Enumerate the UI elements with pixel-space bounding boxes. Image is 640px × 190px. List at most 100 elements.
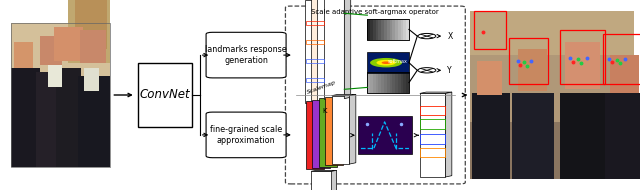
Bar <box>370 72 373 93</box>
Bar <box>403 19 406 40</box>
Bar <box>420 106 445 115</box>
Circle shape <box>381 61 390 64</box>
Bar <box>470 11 634 122</box>
Bar <box>367 72 409 93</box>
Bar <box>398 19 401 40</box>
Bar <box>367 52 409 73</box>
Bar <box>403 72 406 93</box>
Bar <box>367 19 370 40</box>
FancyBboxPatch shape <box>206 32 286 78</box>
Bar <box>84 68 99 91</box>
Bar <box>78 76 110 167</box>
Bar <box>387 72 390 93</box>
Text: softmax: softmax <box>388 59 408 64</box>
Text: landmarks response
generation: landmarks response generation <box>205 45 287 65</box>
Bar <box>565 42 600 89</box>
Bar <box>401 19 403 40</box>
Bar <box>11 23 110 82</box>
Polygon shape <box>332 170 337 190</box>
Circle shape <box>418 68 436 73</box>
Bar <box>36 72 59 167</box>
Polygon shape <box>311 170 337 171</box>
Polygon shape <box>349 94 356 164</box>
Bar <box>381 19 384 40</box>
Bar <box>512 93 554 179</box>
Bar <box>560 30 605 84</box>
Bar <box>392 19 395 40</box>
Bar <box>40 36 62 65</box>
Polygon shape <box>344 0 351 99</box>
Polygon shape <box>325 97 343 165</box>
Bar <box>370 19 373 40</box>
Bar <box>395 72 398 93</box>
Bar <box>560 93 605 179</box>
Polygon shape <box>305 0 325 103</box>
Circle shape <box>370 58 402 67</box>
Text: X: X <box>447 32 452 41</box>
Bar <box>474 11 506 49</box>
Circle shape <box>418 33 436 39</box>
Bar <box>373 19 376 40</box>
Polygon shape <box>311 171 332 190</box>
Bar <box>381 72 384 93</box>
Bar <box>11 23 110 167</box>
Bar <box>11 68 40 167</box>
Bar <box>384 72 387 93</box>
Polygon shape <box>324 0 344 99</box>
Polygon shape <box>312 100 330 168</box>
Text: Y: Y <box>447 66 452 75</box>
Bar <box>306 40 324 44</box>
Text: fine-grained scale
approximation: fine-grained scale approximation <box>210 125 282 145</box>
Polygon shape <box>306 101 324 169</box>
Bar <box>420 134 445 144</box>
Bar <box>605 93 640 179</box>
Bar <box>367 72 370 93</box>
Bar <box>367 19 409 40</box>
Bar <box>398 72 401 93</box>
Bar <box>54 27 83 61</box>
Bar <box>390 72 392 93</box>
Bar <box>470 11 634 179</box>
Circle shape <box>376 60 396 66</box>
Bar <box>470 11 634 55</box>
Bar <box>306 21 324 25</box>
Polygon shape <box>420 92 452 93</box>
Polygon shape <box>319 98 337 167</box>
Bar <box>420 119 445 129</box>
Bar <box>373 72 376 93</box>
Bar <box>392 72 395 93</box>
Polygon shape <box>332 96 349 164</box>
Bar <box>406 72 409 93</box>
Bar <box>367 72 409 93</box>
Bar <box>14 42 33 68</box>
Polygon shape <box>420 93 445 177</box>
Polygon shape <box>317 0 338 100</box>
Bar <box>378 19 381 40</box>
Bar <box>367 19 409 40</box>
Bar <box>509 38 548 84</box>
Bar <box>376 19 378 40</box>
Bar <box>477 61 502 95</box>
Bar <box>80 30 106 63</box>
Bar <box>376 72 378 93</box>
Bar <box>75 0 107 49</box>
Bar <box>11 23 110 167</box>
Bar <box>395 19 398 40</box>
Bar <box>378 72 381 93</box>
Text: Scalemap: Scalemap <box>307 80 337 95</box>
Polygon shape <box>311 0 332 101</box>
Text: ConvNet: ConvNet <box>140 89 190 101</box>
Text: Scale adaptive soft-argmax operator: Scale adaptive soft-argmax operator <box>312 9 439 15</box>
Bar <box>138 63 192 127</box>
Bar <box>420 148 445 157</box>
Polygon shape <box>332 94 356 96</box>
Bar <box>610 55 639 93</box>
Text: K: K <box>322 108 327 114</box>
Bar <box>384 19 387 40</box>
Bar <box>306 59 324 63</box>
Bar <box>48 65 62 87</box>
Bar <box>306 78 324 82</box>
Bar <box>401 72 403 93</box>
Bar <box>358 116 412 154</box>
Bar <box>56 68 81 167</box>
